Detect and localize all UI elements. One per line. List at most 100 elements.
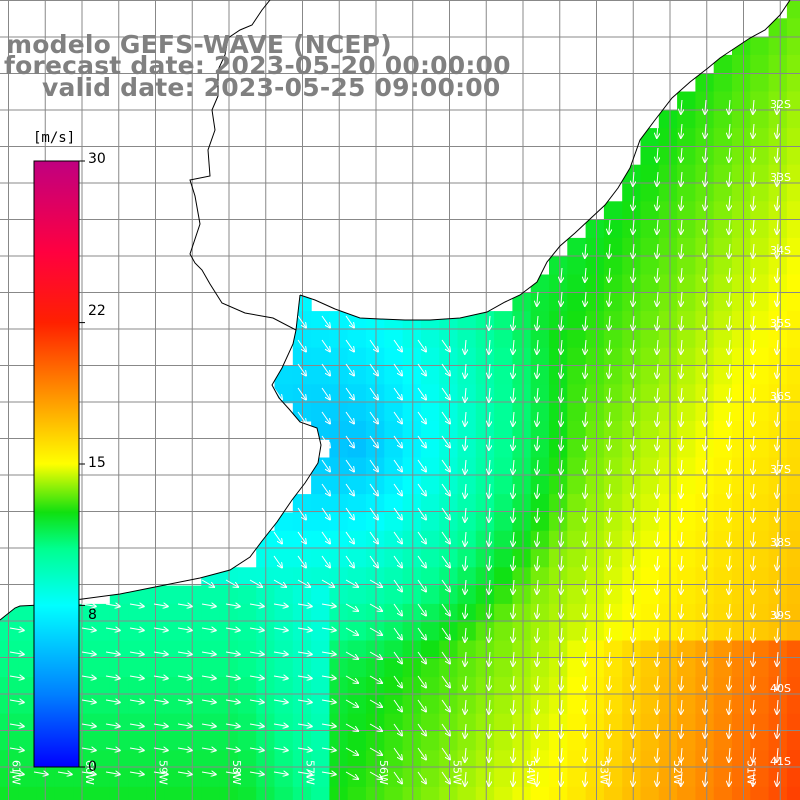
wind-arrow <box>441 555 450 568</box>
wind-cell <box>201 768 221 788</box>
wind-arrow <box>297 315 306 328</box>
wind-cell <box>274 640 294 660</box>
wind-cell <box>567 439 587 459</box>
wind-cell <box>658 256 678 276</box>
wind-arrow <box>321 459 330 472</box>
wind-cell <box>567 274 587 294</box>
wind-cell <box>567 494 587 513</box>
wind-arrow <box>729 267 730 282</box>
wind-cell <box>0 750 19 770</box>
wind-cell <box>475 475 495 495</box>
wind-cell <box>18 750 38 770</box>
wind-arrow <box>633 267 634 282</box>
wind-cell <box>603 384 623 404</box>
wind-cell <box>732 439 751 459</box>
wind-cell <box>567 750 587 770</box>
wind-arrow <box>489 459 490 474</box>
wind-arrow <box>249 772 264 774</box>
wind-arrow <box>489 339 490 354</box>
wind-arrow <box>609 579 610 594</box>
wind-arrow <box>681 699 682 714</box>
wind-cell <box>530 439 550 459</box>
wind-cell <box>530 732 550 751</box>
wind-arrow <box>537 435 538 450</box>
wind-arrow <box>537 339 538 354</box>
wind-cell <box>640 603 660 623</box>
wind-arrow <box>249 652 264 654</box>
wind-cell <box>512 311 532 330</box>
wind-cell <box>402 677 422 696</box>
wind-cell <box>603 603 623 623</box>
wind-cell <box>768 347 788 367</box>
wind-arrow <box>585 435 586 450</box>
wind-cell <box>530 512 550 532</box>
wind-cell <box>786 329 800 349</box>
wind-arrow <box>585 267 586 282</box>
wind-cell <box>677 274 696 294</box>
wind-arrow <box>729 771 730 786</box>
wind-arrow <box>81 604 96 606</box>
wind-cell <box>420 402 440 422</box>
wind-cell <box>786 183 800 202</box>
wind-cell <box>274 585 294 605</box>
wind-cell <box>420 640 440 660</box>
wind-arrow <box>681 459 682 474</box>
wind-arrow <box>729 675 730 690</box>
wind-arrow <box>705 507 706 522</box>
wind-arrow <box>513 339 514 354</box>
wind-arrow <box>777 531 778 546</box>
wind-arrow <box>273 604 288 606</box>
wind-arrow <box>513 411 514 426</box>
wind-arrow <box>345 387 354 400</box>
wind-arrow <box>321 628 336 630</box>
wind-arrow <box>633 723 634 738</box>
wind-cell <box>603 695 623 715</box>
wind-arrow <box>465 531 466 546</box>
wind-cell <box>658 786 678 800</box>
wind-arrow <box>129 748 144 750</box>
wind-cell <box>494 530 513 550</box>
wind-cell <box>237 732 257 751</box>
wind-cell <box>640 677 660 696</box>
wind-cell <box>677 512 696 532</box>
wind-arrow <box>609 507 610 522</box>
wind-cell <box>585 713 605 733</box>
wind-arrow <box>561 387 562 402</box>
wind-cell <box>439 384 459 404</box>
wind-arrow <box>633 171 634 186</box>
wind-cell <box>475 695 495 715</box>
wind-arrow <box>297 604 312 606</box>
wind-cell <box>750 622 770 642</box>
wind-arrow <box>753 363 754 378</box>
wind-arrow <box>129 604 144 606</box>
wind-cell <box>786 475 800 495</box>
wind-cell <box>786 292 800 312</box>
wind-cell <box>695 402 715 422</box>
wind-cell <box>567 512 587 532</box>
wind-cell <box>677 603 696 623</box>
wind-cell <box>567 677 587 696</box>
wind-arrow <box>417 531 426 544</box>
wind-cell <box>237 622 257 642</box>
wind-arrow <box>513 315 514 330</box>
wind-cell <box>732 109 751 129</box>
wind-cell <box>457 585 477 605</box>
wind-cell <box>164 603 184 623</box>
wind-cell <box>402 457 422 477</box>
wind-arrow <box>441 483 450 496</box>
wind-cell <box>658 750 678 770</box>
wind-arrow <box>441 675 450 688</box>
wind-cell <box>274 695 294 715</box>
wind-arrow <box>537 651 538 666</box>
wind-cell <box>622 347 642 367</box>
wind-cell <box>622 622 642 642</box>
wind-arrow <box>633 771 634 786</box>
wind-arrow <box>657 291 658 306</box>
wind-cell <box>585 420 605 440</box>
wind-cell <box>640 713 660 733</box>
wind-cell <box>512 457 532 477</box>
wind-arrow <box>201 628 216 630</box>
wind-cell <box>237 658 257 678</box>
wind-cell <box>475 549 495 568</box>
wind-arrow <box>657 603 658 618</box>
